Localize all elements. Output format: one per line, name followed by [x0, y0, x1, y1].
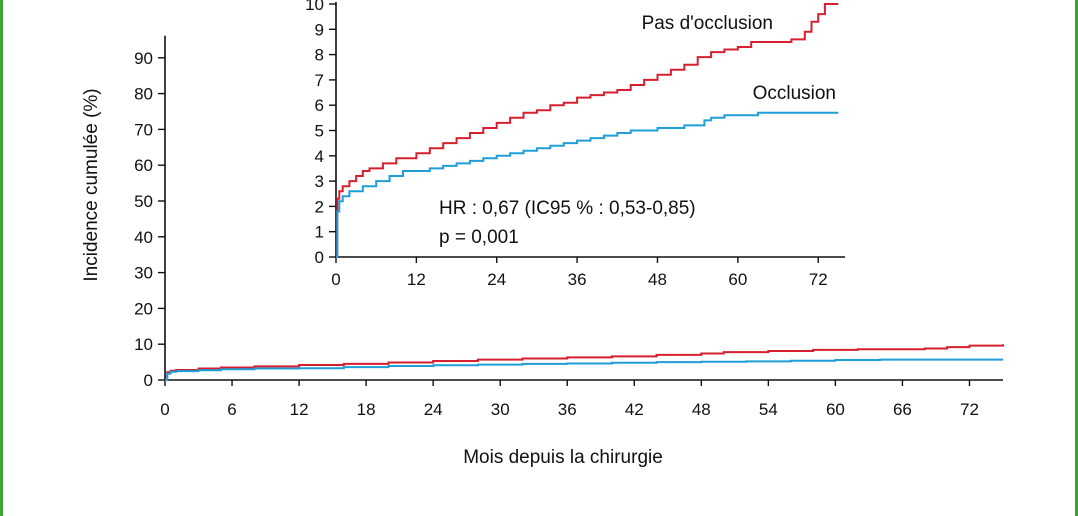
- inset-y-tick-label: 3: [315, 172, 324, 191]
- inset-x-tick-label: 0: [331, 270, 340, 289]
- main-y-tick-label: 70: [134, 120, 153, 139]
- inset-y-tick-label: 2: [315, 197, 324, 216]
- inset-y-tick-label: 6: [315, 96, 324, 115]
- inset-y-tick-label: 5: [315, 122, 324, 141]
- inset-y-tick-label: 4: [315, 147, 324, 166]
- main-y-tick-label: 80: [134, 85, 153, 104]
- legend-occlusion: Occlusion: [753, 83, 836, 104]
- x-axis-label: Mois depuis la chirurgie: [463, 447, 663, 468]
- main-x-tick-label: 66: [893, 400, 912, 419]
- main-plot: 0 6 12 18 24 30 36 42 48 54 60 66 72 010203040506070…: [134, 35, 1004, 419]
- main-y-tick-label: 90: [134, 49, 153, 68]
- main-x-tick-label: 18: [357, 400, 376, 419]
- inset-y-tick-label: 0: [315, 248, 324, 267]
- main-x-tick-label: 42: [625, 400, 644, 419]
- inset-x-ticks: 0 12 24 36 48 60 72: [331, 257, 828, 289]
- main-y-tick-label: 50: [134, 192, 153, 211]
- main-y-tick-label: 20: [134, 299, 153, 318]
- inset-x-tick-label: 60: [728, 270, 747, 289]
- inset-series-pas-occlusion-line: [336, 3, 839, 258]
- main-x-tick-label: 12: [290, 400, 309, 419]
- inset-x-tick-label: 24: [487, 270, 506, 289]
- inset-y-tick-label: 7: [315, 71, 324, 90]
- legend-pas-occlusion: Pas d'occlusion: [642, 13, 773, 34]
- inset-x-tick-label: 36: [568, 270, 587, 289]
- main-x-tick-label: 54: [759, 400, 778, 419]
- main-x-tick-label: 30: [491, 400, 510, 419]
- main-y-tick-label: 60: [134, 156, 153, 175]
- main-series-pas-occlusion-line: [165, 344, 1004, 381]
- main-x-tick-label: 0: [160, 400, 169, 419]
- inset-x-tick-label: 12: [407, 270, 426, 289]
- main-x-tick-label: 48: [692, 400, 711, 419]
- inset-y-tick-label: 8: [315, 46, 324, 65]
- inset-y-tick-label: 10: [305, 0, 324, 14]
- inset-series: [336, 3, 839, 258]
- main-series-occlusion-line: [165, 358, 1003, 381]
- main-y-tick-label: 30: [134, 264, 153, 283]
- main-x-tick-label: 72: [960, 400, 979, 419]
- inset-background: [303, 0, 848, 262]
- inset-y-tick-label: 9: [315, 20, 324, 39]
- main-x-ticks: 0 6 12 18 24 30 36 42 48 54 60 66 72: [160, 380, 979, 419]
- main-y-tick-label: 0: [144, 371, 153, 390]
- hazard-ratio-annotation: HR : 0,67 (IC95 % : 0,53-0,85): [439, 198, 696, 219]
- inset-y-ticks: 0 1 2 3 4 5 6 7 8 9 10: [305, 0, 336, 267]
- inset-x-tick-label: 48: [648, 270, 667, 289]
- main-x-tick-label: 24: [424, 400, 443, 419]
- cumulative-incidence-chart: 0 6 12 18 24 30 36 42 48 54 60 66 72 010203040506070…: [81, 0, 1004, 468]
- inset-x-tick-label: 72: [809, 270, 828, 289]
- inset-y-tick-label: 1: [315, 223, 324, 242]
- main-y-ticks: 0 10 20 30 40 50 60 70 80 90: [134, 49, 165, 390]
- main-x-tick-label: 60: [826, 400, 845, 419]
- y-axis-label: Incidence cumulée (%): [81, 88, 102, 281]
- main-series: [165, 344, 1004, 381]
- main-y-tick-label: 10: [134, 335, 153, 354]
- inset-series-occlusion-line: [336, 111, 839, 258]
- p-value-annotation: p = 0,001: [439, 227, 519, 248]
- main-x-tick-label: 36: [558, 400, 577, 419]
- main-x-tick-label: 6: [227, 400, 236, 419]
- main-y-tick-label: 40: [134, 228, 153, 247]
